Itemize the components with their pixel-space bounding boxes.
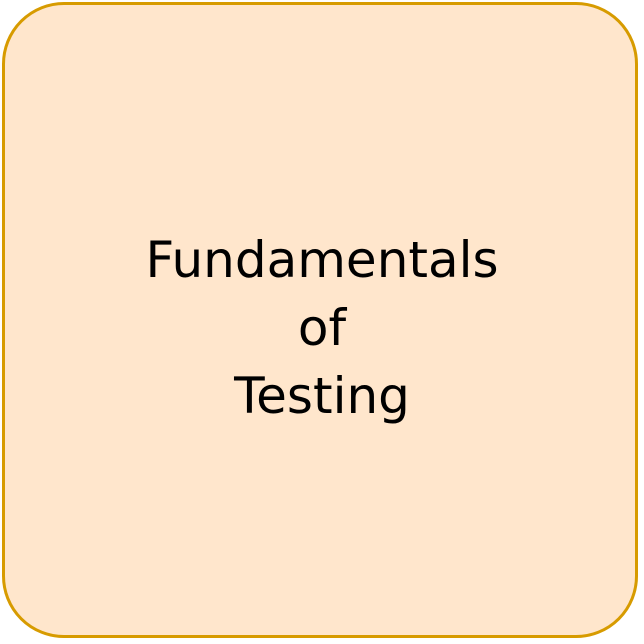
shape-label: Fundamentals of Testing: [0, 226, 644, 430]
shape-label-line-3: Testing: [234, 367, 410, 425]
shape-label-line-2: of: [297, 299, 347, 357]
shape-label-line-1: Fundamentals: [145, 231, 499, 289]
rounded-rectangle-shape[interactable]: [2, 2, 638, 638]
